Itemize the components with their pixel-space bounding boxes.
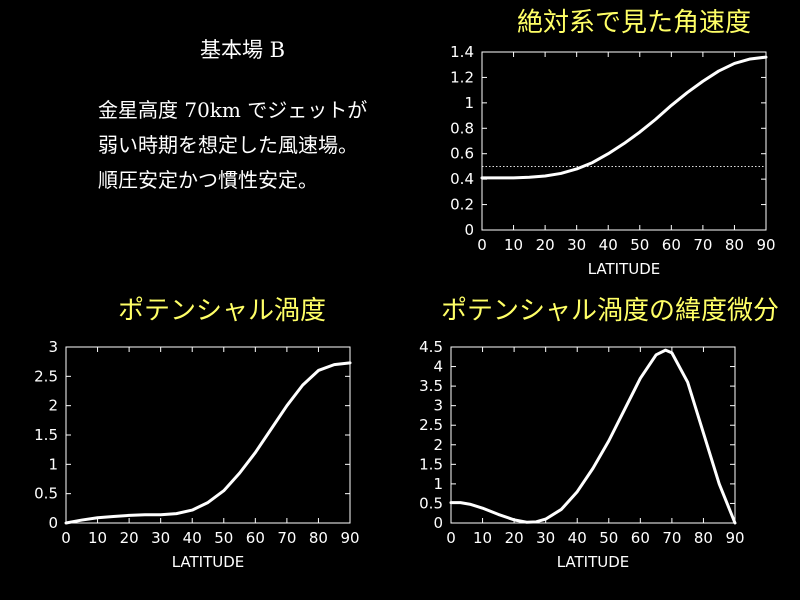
angular-velocity-chart: 0 10 20 30 40 50 60 70 80 90 0 0.2 0.4 0.6 0.8 1 1.2 1.4 L…	[450, 43, 775, 278]
chart-1-title: 絶対系で見た角速度	[517, 8, 752, 38]
pv-latitude-derivative-chart: 0 10 20 30 40 50 60 70 80 9000.511.522.533.544.5L…	[419, 338, 744, 571]
y-tick-label: 2	[433, 436, 443, 454]
x-tick-label: 10	[473, 529, 492, 547]
x-tick-label: 10	[88, 529, 107, 547]
y-tick-label: 4.5	[419, 338, 443, 356]
x-tick-label: 0	[61, 529, 71, 547]
chart-3-title: ポテンシャル渦度の緯度微分	[441, 296, 780, 326]
series-line	[449, 348, 737, 525]
x-tick-label: 40	[183, 529, 202, 547]
x-tick-label: 80	[309, 529, 328, 547]
x-tick-label: 50	[599, 529, 618, 547]
y-tick-label: 1.2	[450, 68, 474, 86]
description-line-3: 順圧安定かつ慣性安定。	[98, 168, 318, 192]
y-tick-label: 2.5	[34, 367, 58, 385]
x-tick-label: 20	[505, 529, 524, 547]
series-line	[480, 55, 768, 180]
x-tick-label: 50	[214, 529, 233, 547]
x-tick-label: 60	[631, 529, 650, 547]
x-tick-label: 40	[568, 529, 587, 547]
x-tick-label: 70	[662, 529, 681, 547]
x-axis-label: LATITUDE	[557, 553, 630, 571]
y-tick-label: 2.5	[419, 416, 443, 434]
y-tick-label: 3	[433, 397, 443, 415]
y-tick-label: 0.4	[450, 170, 474, 188]
y-tick-label: 0.6	[450, 145, 474, 163]
x-tick-label: 0	[446, 529, 456, 547]
y-tick-label: 0	[433, 514, 443, 532]
x-tick-label: 90	[725, 529, 744, 547]
chart-2-title: ポテンシャル渦度	[118, 296, 327, 326]
description-line-1: 金星高度 70km でジェットが	[98, 98, 368, 122]
x-axis-label: LATITUDE	[172, 553, 245, 571]
potential-vorticity-chart: 0 10 20 30 40 50 60 70 80 90 0 0.5 1 1.5 2 2.5 3 LATITUDE	[34, 338, 359, 571]
y-tick-label: 0	[464, 221, 474, 239]
plot-frame	[481, 51, 767, 231]
description-line-2: 弱い時期を想定した風速場。	[98, 133, 358, 157]
y-tick-label: 1.4	[450, 43, 474, 61]
x-tick-label: 90	[756, 236, 775, 254]
x-tick-label: 60	[246, 529, 265, 547]
y-tick-label: 2	[48, 397, 58, 415]
x-tick-label: 90	[340, 529, 359, 547]
x-tick-label: 30	[536, 529, 555, 547]
y-tick-label: 4	[433, 358, 443, 376]
x-tick-label: 30	[151, 529, 170, 547]
y-tick-label: 1	[433, 475, 443, 493]
x-tick-label: 60	[662, 236, 681, 254]
plot-frame	[65, 346, 351, 524]
y-tick-label: 0.2	[450, 196, 474, 214]
y-tick-label: 1	[464, 94, 474, 112]
x-tick-label: 50	[630, 236, 649, 254]
x-tick-label: 70	[277, 529, 296, 547]
y-tick-label: 0	[48, 514, 58, 532]
x-tick-label: 80	[725, 236, 744, 254]
y-tick-label: 1.5	[419, 455, 443, 473]
x-tick-label: 40	[599, 236, 618, 254]
x-tick-label: 0	[477, 236, 487, 254]
y-tick-label: 0.8	[450, 119, 474, 137]
x-tick-label: 70	[693, 236, 712, 254]
x-axis-label: LATITUDE	[588, 260, 661, 278]
y-tick-label: 1	[48, 455, 58, 473]
x-tick-label: 80	[694, 529, 713, 547]
y-tick-label: 3.5	[419, 377, 443, 395]
y-tick-label: 3	[48, 338, 58, 356]
x-tick-label: 10	[504, 236, 523, 254]
y-tick-label: 0.5	[34, 485, 58, 503]
series-line	[64, 361, 352, 525]
y-tick-label: 1.5	[34, 426, 58, 444]
x-tick-label: 20	[120, 529, 139, 547]
x-tick-label: 30	[567, 236, 586, 254]
x-tick-label: 20	[536, 236, 555, 254]
slide-title: 基本場 B	[200, 38, 286, 62]
slide-description: 金星高度 70km でジェットが 弱い時期を想定した風速場。 順圧安定かつ慣性安…	[98, 93, 367, 198]
plot-frame	[450, 346, 736, 524]
y-tick-label: 0.5	[419, 494, 443, 512]
